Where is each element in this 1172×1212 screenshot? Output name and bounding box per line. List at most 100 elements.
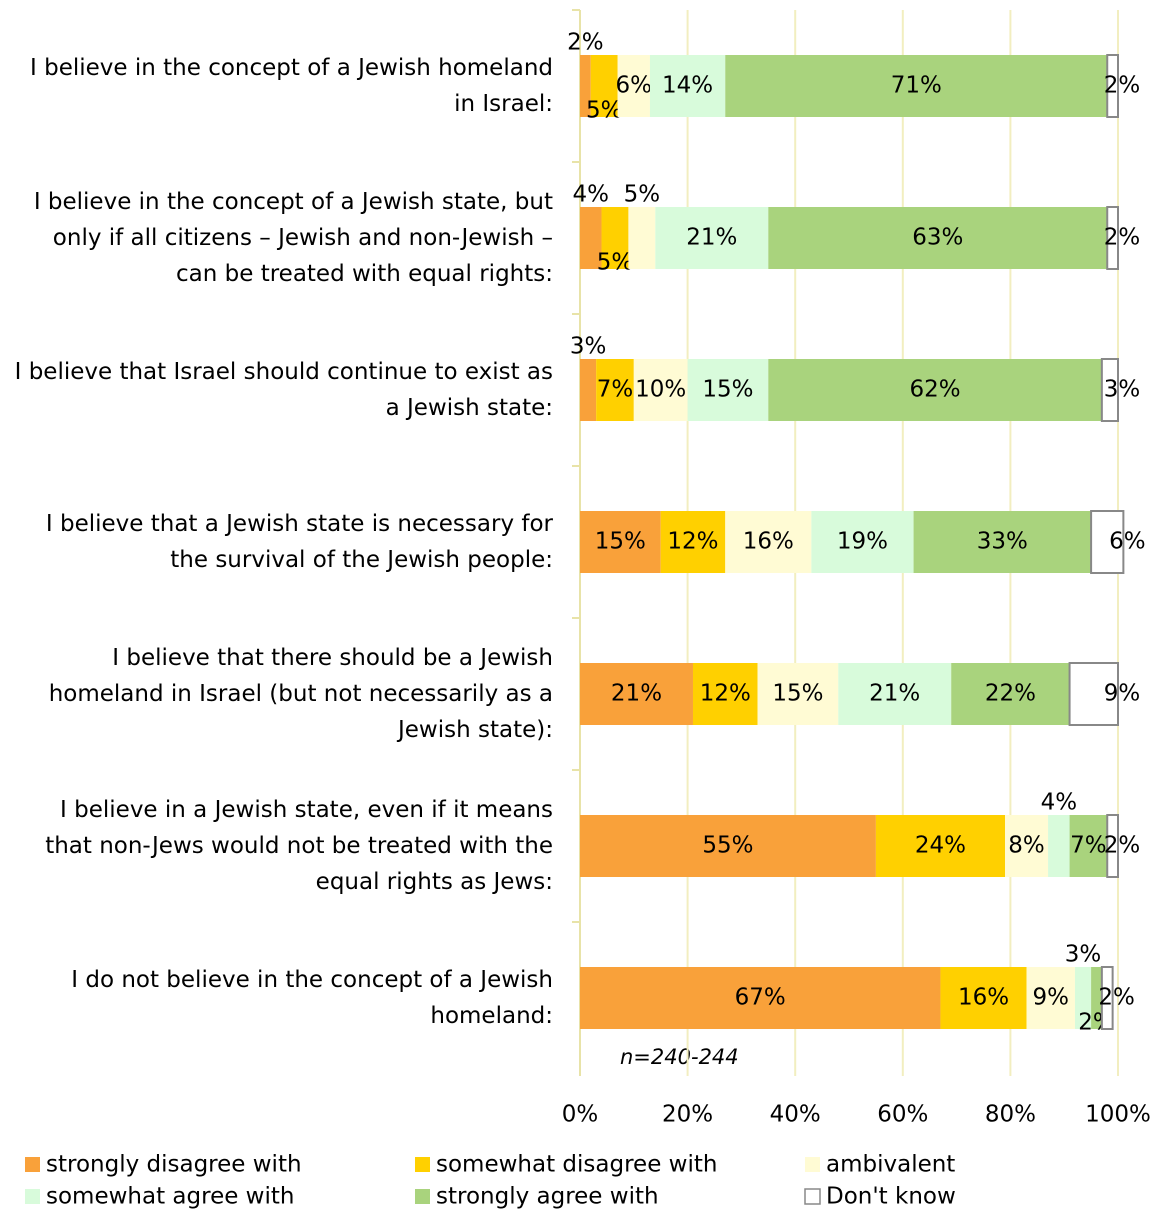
bar-segment: [725, 511, 812, 573]
bar-segment: [580, 815, 876, 877]
bar-segment: [1106, 814, 1119, 878]
value-label: 5%: [597, 250, 634, 276]
x-tick-label: 60%: [877, 1102, 928, 1128]
value-label: 3%: [1065, 942, 1102, 968]
legend-label: Don't know: [826, 1184, 956, 1210]
bar-segment: [1069, 815, 1108, 877]
legend-label: somewhat agree with: [46, 1184, 294, 1210]
legend-swatch: [805, 1157, 820, 1172]
value-label: 5%: [624, 182, 661, 208]
category-text: I do not believe in the concept of a Jew…: [71, 967, 553, 1029]
value-label: 63%: [912, 225, 963, 251]
bar-segment: [687, 359, 769, 421]
bar-segment: [580, 967, 941, 1029]
bar-segment: [757, 663, 839, 725]
x-tick-label: 40%: [770, 1102, 821, 1128]
value-label: 9%: [1033, 985, 1070, 1011]
bar-segment: [913, 511, 1092, 573]
legend-swatch: [25, 1157, 40, 1172]
bar-segment: [811, 511, 914, 573]
category-label: I believe in the concept of a Jewish sta…: [0, 162, 553, 314]
legend-swatch: [415, 1189, 430, 1204]
bar-segment: [580, 207, 602, 269]
value-label: 14%: [662, 73, 713, 99]
legend-swatch: [415, 1157, 430, 1172]
bar-segment: [951, 663, 1070, 725]
category-label: I do not believe in the concept of a Jew…: [0, 922, 553, 1074]
bar-segment: [1005, 815, 1049, 877]
value-label: 6%: [1109, 529, 1146, 555]
bar-segment: [660, 511, 726, 573]
value-label: 15%: [772, 681, 823, 707]
value-label: 2%: [1104, 73, 1141, 99]
value-label: 7%: [597, 377, 634, 403]
bar-segment: [601, 207, 629, 269]
bar-segment: [1106, 54, 1119, 118]
value-label: 9%: [1104, 681, 1141, 707]
value-label: 3%: [1104, 377, 1141, 403]
value-label: 8%: [1008, 833, 1045, 859]
value-label: 4%: [573, 182, 610, 208]
bar-segment: [628, 207, 656, 269]
legend-swatch: [25, 1189, 40, 1204]
value-label: 67%: [735, 985, 786, 1011]
bar-segment: [617, 55, 650, 117]
category-text: I believe in the concept of a Jewish hom…: [30, 55, 553, 117]
category-text: I believe that Israel should continue to…: [14, 359, 553, 421]
bar-segment: [590, 55, 618, 117]
bar-segment: [1091, 967, 1102, 1029]
legend-label: strongly agree with: [436, 1184, 659, 1210]
bar-segment: [875, 815, 1006, 877]
value-label: 2%: [1104, 225, 1141, 251]
category-label: I believe that Israel should continue to…: [0, 314, 553, 466]
bar-segment: [580, 511, 661, 573]
bar-segment: [580, 55, 591, 117]
value-label: 24%: [915, 833, 966, 859]
value-label: 21%: [869, 681, 920, 707]
value-label: 12%: [700, 681, 751, 707]
value-label: 21%: [686, 225, 737, 251]
value-label: 5%: [586, 98, 623, 124]
bar-segment: [768, 359, 1102, 421]
category-label: I believe that a Jewish state is necessa…: [0, 466, 553, 618]
category-text: I believe that a Jewish state is necessa…: [45, 511, 553, 573]
value-label: 12%: [667, 529, 718, 555]
category-label: I believe in a Jewish state, even if it …: [0, 770, 553, 922]
value-label: 2%: [1098, 985, 1135, 1011]
x-tick-label: 20%: [662, 1102, 713, 1128]
category-label: I believe that there should be a Jewish …: [0, 618, 553, 770]
legend-label: somewhat disagree with: [436, 1152, 717, 1178]
value-label: 6%: [616, 73, 653, 99]
category-text: I believe in a Jewish state, even if it …: [45, 797, 553, 895]
x-tick-label: 80%: [985, 1102, 1036, 1128]
value-label: 3%: [570, 334, 607, 360]
value-label: 71%: [891, 73, 942, 99]
legend-label: strongly disagree with: [46, 1152, 302, 1178]
note: n=240-244: [620, 1045, 739, 1069]
bar-segment: [580, 663, 693, 725]
x-tick-label: 0%: [562, 1102, 599, 1128]
bar-segment: [649, 55, 726, 117]
bar-segment: [838, 663, 952, 725]
bar-segment: [1074, 967, 1092, 1029]
value-label: 33%: [977, 529, 1028, 555]
bar-segment: [692, 663, 758, 725]
value-label: 7%: [1070, 833, 1107, 859]
value-label: 55%: [702, 833, 753, 859]
value-label: 15%: [595, 529, 646, 555]
bar-segment: [633, 359, 688, 421]
legend-label: ambivalent: [826, 1152, 955, 1178]
legend-swatch: [804, 1188, 821, 1205]
value-label: 15%: [702, 377, 753, 403]
value-label: 21%: [611, 681, 662, 707]
x-tick-label: 100%: [1085, 1102, 1151, 1128]
value-label: 16%: [743, 529, 794, 555]
bar-segment: [725, 55, 1108, 117]
bar-segment: [1100, 966, 1114, 1030]
category-text: I believe in the concept of a Jewish sta…: [33, 189, 553, 287]
bar-segment: [1090, 510, 1125, 574]
bar-segment: [1068, 662, 1119, 726]
bar-segment: [1026, 967, 1075, 1029]
value-label: 19%: [837, 529, 888, 555]
